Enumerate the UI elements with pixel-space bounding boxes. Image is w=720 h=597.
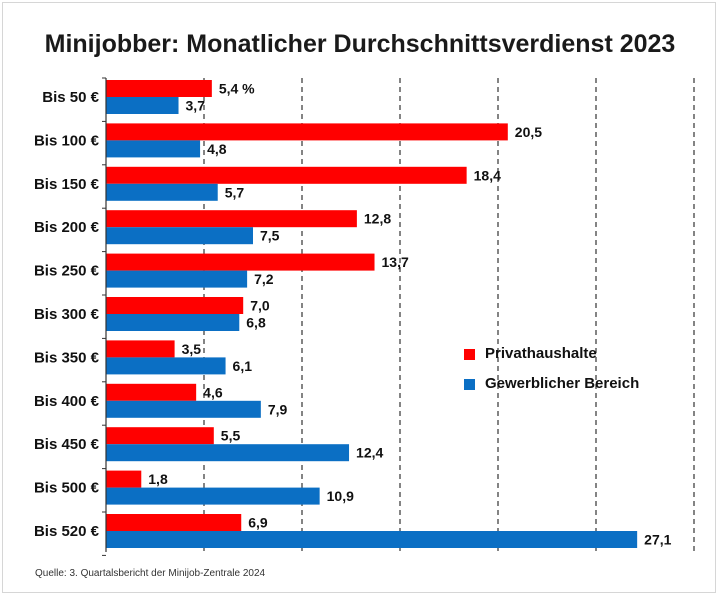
category-label: Bis 520 € xyxy=(34,523,100,540)
source-note: Quelle: 3. Quartalsbericht der Minijob-Z… xyxy=(35,568,266,579)
legend-swatch-gewerblich xyxy=(464,379,475,390)
data-label: 20,5 xyxy=(515,124,542,140)
data-label: 10,9 xyxy=(327,488,354,504)
data-label: 12,4 xyxy=(356,445,383,461)
bar-gewerblich xyxy=(106,400,261,418)
category-label: Bis 350 € xyxy=(34,349,100,366)
data-label: 7,2 xyxy=(254,271,274,287)
category-label: Bis 100 € xyxy=(34,132,100,149)
legend-swatch-privathaushalte xyxy=(464,349,475,360)
bar-privathaushalte xyxy=(106,123,508,141)
data-label: 5,4 % xyxy=(219,81,255,97)
bar-gewerblich xyxy=(106,531,638,548)
data-label: 27,1 xyxy=(644,532,671,548)
bar-gewerblich xyxy=(106,357,226,375)
data-label: 1,8 xyxy=(148,471,168,487)
data-label: 13,7 xyxy=(382,254,409,270)
category-label: Bis 450 € xyxy=(34,436,100,453)
data-label: 12,8 xyxy=(364,211,391,227)
bar-gewerblich xyxy=(106,140,201,158)
chart-title: Minijobber: Monatlicher Durchschnittsver… xyxy=(44,30,676,58)
bar-privathaushalte xyxy=(106,340,175,358)
bar-privathaushalte xyxy=(106,383,197,401)
bar-gewerblich xyxy=(106,487,320,505)
data-label: 6,9 xyxy=(248,515,268,531)
bar-gewerblich xyxy=(106,183,218,201)
data-label: 4,6 xyxy=(203,384,223,400)
bar-gewerblich xyxy=(106,227,253,245)
data-label: 6,8 xyxy=(246,315,266,331)
category-label: Bis 300 € xyxy=(34,306,100,323)
bar-gewerblich xyxy=(106,270,248,288)
data-label: 6,1 xyxy=(233,358,253,374)
bar-privathaushalte xyxy=(106,80,212,97)
data-label: 5,7 xyxy=(225,184,245,200)
data-label: 7,5 xyxy=(260,228,280,244)
bar-gewerblich xyxy=(106,444,350,462)
category-label: Bis 150 € xyxy=(34,176,100,193)
legend-label-privathaushalte: Privathaushalte xyxy=(485,345,597,362)
data-label: 3,5 xyxy=(182,341,202,357)
bar-privathaushalte xyxy=(106,166,467,184)
bar-privathaushalte xyxy=(106,253,375,271)
data-label: 7,9 xyxy=(268,401,288,417)
bar-privathaushalte xyxy=(106,470,142,488)
data-label: 18,4 xyxy=(474,167,501,183)
category-label: Bis 50 € xyxy=(42,89,99,106)
data-label: 7,0 xyxy=(250,298,270,314)
data-label: 4,8 xyxy=(207,141,227,157)
bar-privathaushalte xyxy=(106,297,244,314)
bar-privathaushalte xyxy=(106,210,357,228)
bar-privathaushalte xyxy=(106,427,214,445)
legend-label-gewerblich: Gewerblicher Bereich xyxy=(485,375,640,392)
bar-privathaushalte xyxy=(106,514,242,531)
category-label: Bis 250 € xyxy=(34,263,100,280)
bar-gewerblich xyxy=(106,97,179,114)
category-label: Bis 200 € xyxy=(34,219,100,236)
category-label: Bis 500 € xyxy=(34,480,100,497)
data-label: 3,7 xyxy=(186,98,206,114)
bar-gewerblich xyxy=(106,314,240,331)
data-label: 5,5 xyxy=(221,428,241,444)
category-label: Bis 400 € xyxy=(34,393,100,410)
